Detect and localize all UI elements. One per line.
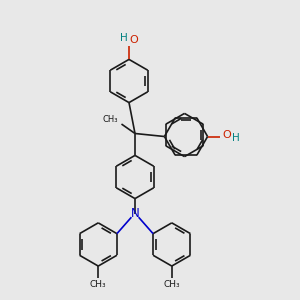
Text: CH₃: CH₃: [102, 115, 118, 124]
Text: N: N: [130, 207, 140, 220]
Text: H: H: [120, 33, 128, 43]
Text: CH₃: CH₃: [164, 280, 180, 289]
Text: H: H: [232, 133, 240, 143]
Text: O: O: [223, 130, 232, 140]
Text: O: O: [129, 35, 138, 45]
Text: CH₃: CH₃: [90, 280, 106, 289]
